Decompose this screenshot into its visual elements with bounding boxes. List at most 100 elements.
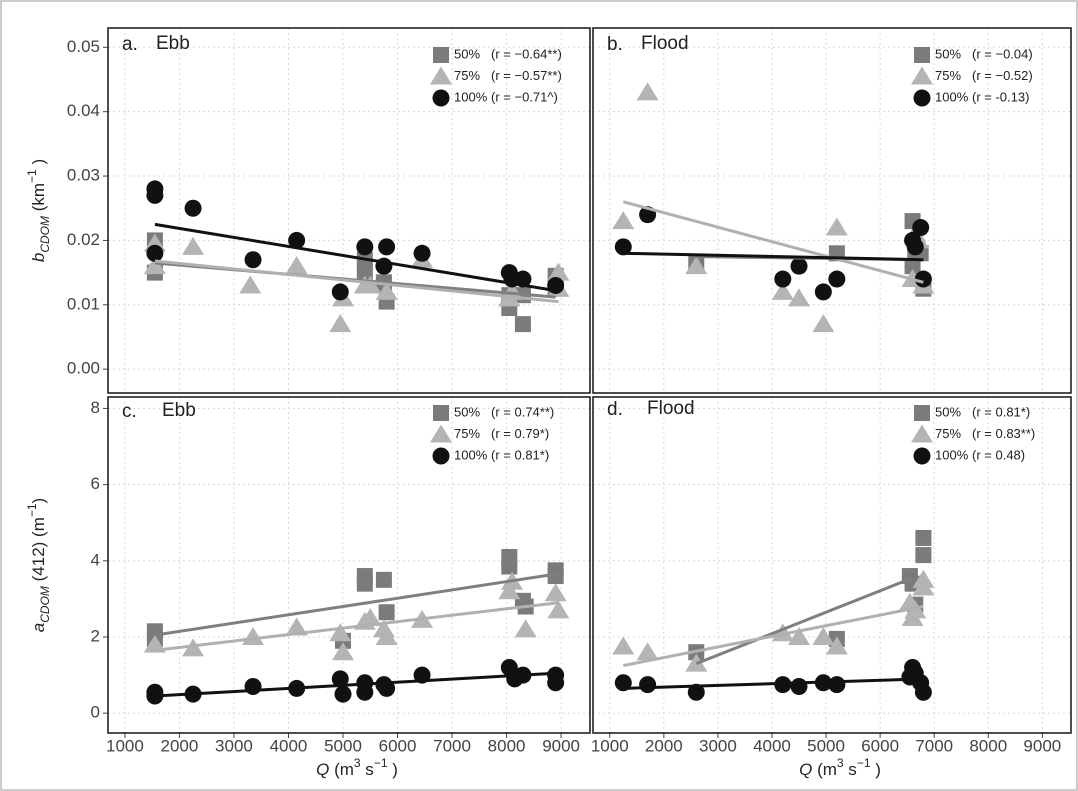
- legend-marker: [913, 447, 931, 465]
- legend-marker: [911, 424, 933, 443]
- y-axis-label-part: (km: [29, 183, 48, 216]
- x-axis-label-part: (m: [329, 760, 354, 779]
- square-point: [915, 529, 932, 546]
- legend-stat: (r = 0.81*): [972, 404, 1030, 419]
- x-tick-label: 8000: [488, 736, 526, 755]
- panel-title: Ebb: [156, 33, 190, 54]
- fit-line: [695, 576, 914, 666]
- x-axis-label-part: Q: [799, 760, 812, 779]
- legend-stat: (r = 0.48): [972, 447, 1025, 462]
- legend-stat: (r = -0.13): [972, 89, 1029, 104]
- circle-point: [547, 276, 565, 294]
- legend-label: 100%: [935, 447, 969, 462]
- panel-title: Ebb: [162, 400, 196, 421]
- x-axis-label: Q (m3 s−1 ): [316, 756, 398, 779]
- circle-point: [639, 676, 657, 694]
- triangle-point: [547, 262, 570, 281]
- legend-stat: (r = −0.64**): [491, 46, 562, 61]
- triangle-point: [143, 634, 166, 653]
- legend-marker: [430, 66, 452, 85]
- circle-point: [814, 283, 832, 301]
- circle-point: [790, 257, 808, 275]
- x-tick-label: 1000: [591, 736, 629, 755]
- y-tick-label: 0.04: [67, 101, 100, 120]
- fit-line: [623, 251, 924, 262]
- legend-stat: (r = 0.83**): [972, 426, 1035, 441]
- legend-label: 100%: [454, 89, 488, 104]
- circle-point: [334, 685, 352, 703]
- x-axis-label-part: s: [844, 760, 857, 779]
- x-tick-label: 4000: [270, 736, 308, 755]
- triangle-point: [359, 607, 382, 626]
- legend-label: 75%: [454, 68, 480, 83]
- x-tick-label: 3000: [699, 736, 737, 755]
- x-tick-label: 9000: [1023, 736, 1061, 755]
- fit-line: [154, 671, 556, 698]
- panel-frame: [592, 396, 1072, 734]
- legend-stat: (r = 0.81*): [491, 447, 549, 462]
- triangle-point: [636, 642, 659, 661]
- fit-line: [154, 601, 559, 652]
- y-tick-label: 0.02: [67, 230, 100, 249]
- triangle-point: [788, 627, 811, 645]
- square-point: [356, 575, 373, 592]
- circle-point: [244, 251, 262, 269]
- fit-line: [154, 259, 559, 304]
- triangle-point: [285, 256, 308, 275]
- legend-marker: [433, 405, 449, 421]
- circle-point: [906, 238, 924, 256]
- legend-label: 50%: [454, 46, 480, 61]
- triangle-point: [143, 256, 166, 275]
- panel-title: Flood: [647, 398, 695, 419]
- circle-point: [378, 238, 396, 256]
- fit-line: [154, 222, 556, 293]
- x-axis-label-part: Q: [316, 760, 329, 779]
- circle-point: [828, 270, 846, 288]
- y-tick-label: 0.05: [67, 37, 100, 56]
- triangle-point: [771, 281, 794, 300]
- legend-marker: [433, 47, 449, 63]
- legend-marker: [430, 424, 452, 443]
- y-axis-label-part: −1: [25, 503, 39, 517]
- legend-marker: [914, 47, 930, 63]
- triangle-point: [375, 627, 398, 645]
- panel-background: [593, 397, 1071, 733]
- triangle-point: [285, 617, 308, 636]
- fit-line: [154, 572, 556, 637]
- fit-line: [622, 200, 924, 284]
- legend-label: 100%: [935, 89, 969, 104]
- panel-label: d.: [607, 399, 623, 420]
- square-point: [514, 316, 531, 333]
- panel-frame: [592, 27, 1072, 394]
- legend-label: 75%: [935, 68, 961, 83]
- x-axis-label-part: ): [388, 760, 398, 779]
- triangle-point: [182, 638, 205, 657]
- panel-frame: [107, 27, 591, 394]
- legend-marker: [432, 447, 450, 465]
- triangle-point: [612, 636, 635, 655]
- triangle-point: [329, 314, 352, 333]
- triangle-point: [612, 211, 635, 230]
- legend-stat: (r = −0.52): [972, 68, 1033, 83]
- triangle-point: [239, 275, 262, 294]
- triangle-point: [329, 623, 352, 642]
- y-axis-label-part: CDOM: [38, 586, 52, 623]
- panel-label: b.: [607, 34, 623, 55]
- square-point: [904, 258, 921, 275]
- y-tick-label: 6: [91, 474, 100, 493]
- x-axis-label-part: 3: [837, 756, 844, 770]
- x-tick-label: 9000: [542, 736, 580, 755]
- x-tick-label: 8000: [969, 736, 1007, 755]
- y-tick-label: 0.01: [67, 294, 100, 313]
- x-axis-label-part: −1: [374, 756, 388, 770]
- circle-point: [331, 670, 349, 688]
- square-point: [501, 558, 518, 575]
- x-axis-label-part: −1: [857, 756, 871, 770]
- circle-point: [146, 186, 164, 204]
- legend-label: 50%: [454, 404, 480, 419]
- fit-line: [622, 605, 924, 668]
- circle-point: [184, 199, 202, 217]
- y-tick-label: 2: [91, 626, 100, 645]
- x-axis-label-part: ): [871, 760, 881, 779]
- y-tick-label: 0.00: [67, 359, 100, 378]
